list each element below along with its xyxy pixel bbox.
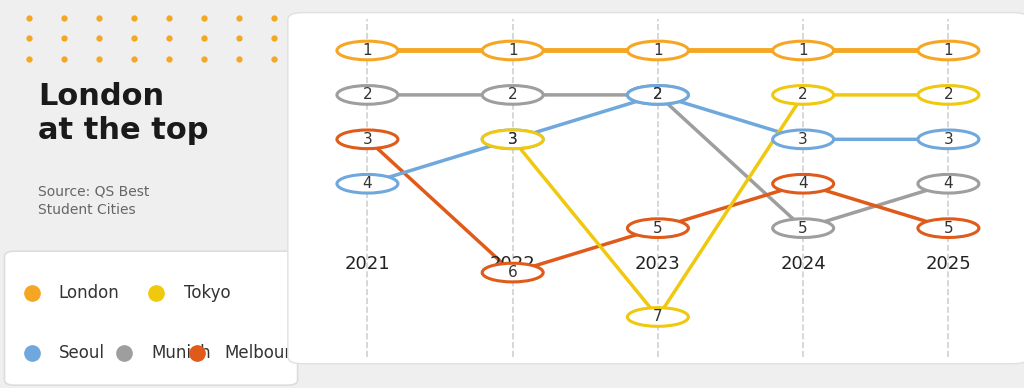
Text: 5: 5: [799, 221, 808, 236]
Text: 2021: 2021: [345, 255, 390, 273]
Text: 4: 4: [799, 176, 808, 191]
Text: 2: 2: [653, 87, 663, 102]
Text: 1: 1: [943, 43, 953, 58]
Circle shape: [773, 41, 834, 60]
Text: 1: 1: [508, 43, 517, 58]
Text: 3: 3: [799, 132, 808, 147]
Circle shape: [773, 219, 834, 237]
Circle shape: [337, 130, 398, 149]
Circle shape: [628, 86, 688, 104]
Circle shape: [773, 86, 834, 104]
Text: 4: 4: [362, 176, 373, 191]
Circle shape: [337, 41, 398, 60]
Circle shape: [918, 219, 979, 237]
Text: 2: 2: [653, 87, 663, 102]
Circle shape: [628, 308, 688, 326]
Text: 2: 2: [362, 87, 373, 102]
Text: 5: 5: [943, 221, 953, 236]
Circle shape: [628, 219, 688, 237]
Text: London: London: [58, 284, 120, 302]
Text: 3: 3: [508, 132, 517, 147]
Circle shape: [482, 130, 543, 149]
Circle shape: [482, 41, 543, 60]
Text: 2022: 2022: [489, 255, 536, 273]
Text: 2: 2: [508, 87, 517, 102]
Circle shape: [918, 175, 979, 193]
Circle shape: [628, 41, 688, 60]
Text: 2023: 2023: [635, 255, 681, 273]
Text: 3: 3: [508, 132, 517, 147]
Text: 2: 2: [943, 87, 953, 102]
Circle shape: [482, 130, 543, 149]
Text: 2025: 2025: [926, 255, 972, 273]
Text: 2: 2: [799, 87, 808, 102]
Text: 3: 3: [362, 132, 373, 147]
Text: 4: 4: [943, 176, 953, 191]
Text: 1: 1: [653, 43, 663, 58]
Circle shape: [628, 86, 688, 104]
Text: Source: QS Best
Student Cities: Source: QS Best Student Cities: [38, 184, 150, 217]
Circle shape: [337, 86, 398, 104]
Text: 5: 5: [653, 221, 663, 236]
Circle shape: [773, 175, 834, 193]
Text: 1: 1: [362, 43, 373, 58]
Text: 7: 7: [653, 310, 663, 324]
Text: 3: 3: [943, 132, 953, 147]
FancyBboxPatch shape: [4, 251, 298, 385]
Text: London
at the top: London at the top: [38, 82, 209, 145]
Text: Tokyo: Tokyo: [183, 284, 230, 302]
Text: Seoul: Seoul: [58, 344, 104, 362]
Text: Melbourne: Melbourne: [224, 344, 312, 362]
Circle shape: [918, 86, 979, 104]
Circle shape: [482, 263, 543, 282]
Text: 6: 6: [508, 265, 517, 280]
Circle shape: [918, 130, 979, 149]
FancyBboxPatch shape: [288, 13, 1024, 364]
Text: Munich: Munich: [152, 344, 211, 362]
Circle shape: [337, 175, 398, 193]
Circle shape: [773, 130, 834, 149]
Circle shape: [918, 41, 979, 60]
Circle shape: [482, 86, 543, 104]
Text: 2024: 2024: [780, 255, 826, 273]
Text: 1: 1: [799, 43, 808, 58]
